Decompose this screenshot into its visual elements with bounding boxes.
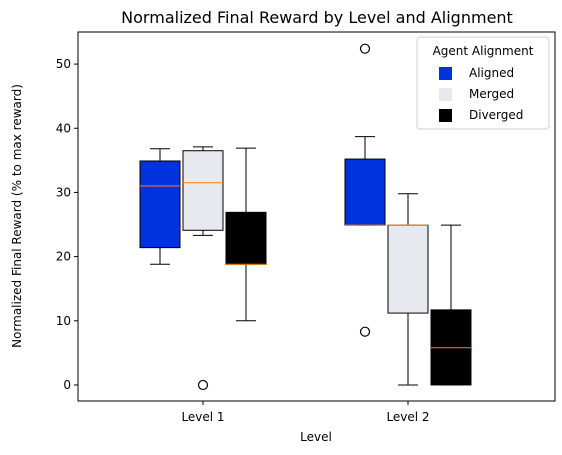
box-merged-1	[182, 146, 224, 391]
y-tick-label: 10	[56, 314, 71, 328]
outlier-point	[197, 379, 209, 391]
x-axis-label: Level	[300, 430, 332, 444]
x-tick-label: Level 2	[386, 410, 429, 424]
plot-frame	[77, 31, 556, 402]
plot-area	[139, 43, 472, 391]
legend-items: Aligned Merged Diverged	[439, 66, 523, 122]
box-body	[344, 158, 386, 226]
box-body	[139, 160, 181, 249]
legend-swatch	[439, 67, 452, 80]
y-tick-label: 30	[56, 185, 71, 199]
legend-item-diverged: Diverged	[439, 108, 523, 122]
box-diverged-1	[225, 147, 267, 322]
y-axis: 0 10 20 30 40 50	[56, 57, 78, 392]
chart-title: Normalized Final Reward by Level and Ali…	[121, 8, 513, 27]
box-merged-2	[387, 193, 429, 386]
legend-item-merged: Merged	[439, 87, 514, 101]
y-tick-label: 50	[56, 57, 71, 71]
y-tick-label: 40	[56, 121, 71, 135]
legend-swatch	[439, 88, 452, 101]
legend-label: Merged	[469, 87, 514, 101]
box-aligned-1	[139, 148, 181, 265]
box-aligned-2	[344, 43, 386, 337]
y-tick-label: 20	[56, 250, 71, 264]
legend-title: Agent Alignment	[433, 44, 534, 58]
legend: Agent Alignment Aligned Merged Diverged	[416, 36, 550, 130]
legend-label: Diverged	[469, 108, 523, 122]
y-tick-label: 0	[63, 378, 71, 392]
box-body	[182, 150, 224, 231]
legend-swatch	[439, 109, 452, 122]
legend-frame	[416, 36, 550, 130]
box-body	[387, 224, 429, 314]
box-diverged-2	[430, 224, 472, 386]
legend-label: Aligned	[469, 66, 514, 80]
y-axis-label: Normalized Final Reward (% to max reward…	[10, 84, 24, 348]
box-body	[225, 211, 267, 265]
outlier-point	[359, 326, 371, 337]
outlier-point	[359, 43, 371, 54]
x-tick-label: Level 1	[181, 410, 224, 424]
x-axis: Level 1 Level 2	[181, 401, 430, 424]
legend-item-aligned: Aligned	[439, 66, 514, 80]
